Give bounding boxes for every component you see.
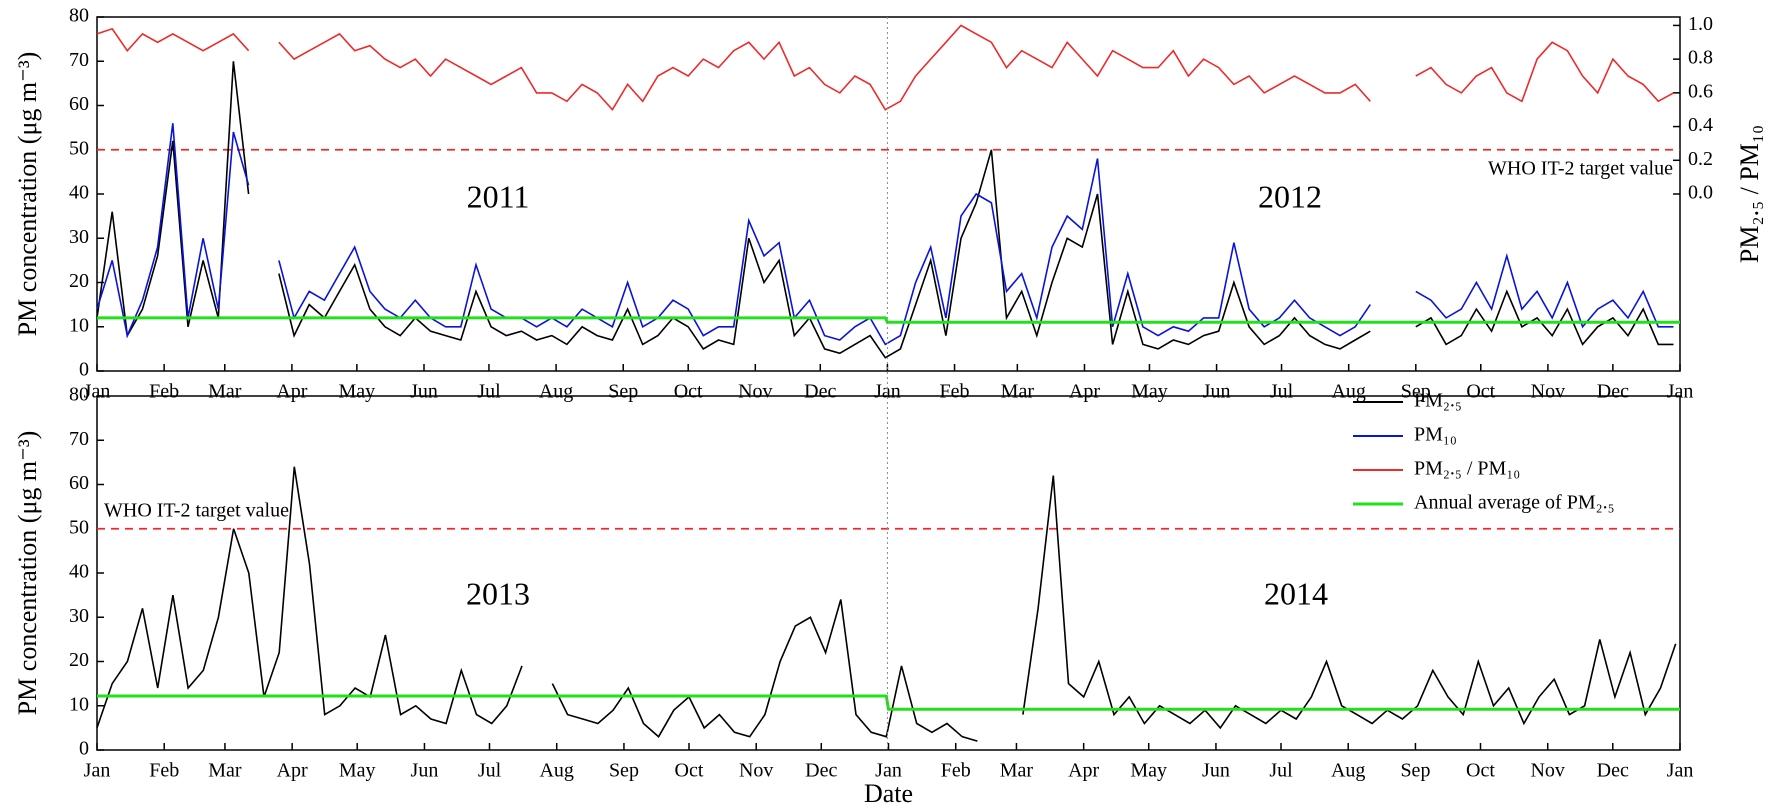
series-line [97,316,1680,324]
year-label: 2013 [466,575,530,611]
x-tick-label: Jan [1667,760,1694,782]
x-tick-label: Jan [84,760,111,782]
x-axis-label: Date [864,779,913,808]
x-tick-label: Nov [739,760,773,782]
x-tick-label: Feb [940,381,970,403]
y-tick-label: 0 [79,738,89,760]
legend-label: PM₂.₅ / PM₁₀ [1414,458,1520,480]
x-tick-label: May [339,760,376,782]
series-line [96,24,1674,112]
y-tick-label: 40 [69,182,89,204]
x-tick-label: Mar [1000,760,1034,782]
y-tick-label: 10 [69,693,89,715]
y-tick-label: 10 [69,314,89,336]
x-tick-label: Dec [1597,381,1629,403]
x-tick-label: Jul [1270,381,1294,403]
x-tick-label: Mar [208,760,242,782]
x-tick-label: Sep [609,760,639,782]
x-tick-label: Jan [84,381,111,403]
x-tick-label: Apr [277,760,308,782]
x-tick-label: Jul [478,760,502,782]
x-tick-label: Oct [675,760,704,782]
x-tick-label: Feb [941,760,971,782]
y2-tick-label: 1.0 [1688,13,1713,35]
x-tick-label: May [1131,381,1168,403]
x-tick-label: Apr [1069,381,1100,403]
x-tick-label: May [1130,760,1167,782]
series-line [97,694,1680,711]
x-tick-label: Aug [539,760,573,782]
x-tick-label: Aug [539,381,573,403]
legend-label: PM₂.₅ [1414,390,1462,412]
y-tick-label: 60 [69,93,89,115]
y-tick-label: 20 [69,649,89,671]
year-label: 2011 [467,178,530,214]
series-line [96,61,1674,359]
x-tick-label: Jun [1202,760,1230,782]
x-tick-label: Jul [1269,760,1293,782]
series-line [96,123,1674,346]
x-tick-label: Oct [674,381,703,403]
x-tick-label: Sep [1400,760,1430,782]
x-tick-label: Oct [1466,760,1495,782]
x-tick-label: Aug [1331,381,1365,403]
y-tick-label: 30 [69,605,89,627]
x-tick-label: Dec [804,381,836,403]
y-axis-label: PM concentration (μg m⁻³) [13,431,42,716]
y2-tick-label: 0.6 [1688,80,1713,102]
year-label: 2014 [1264,575,1328,611]
x-tick-label: Nov [1530,760,1564,782]
x-tick-label: Apr [276,381,307,403]
x-tick-label: Jun [410,381,438,403]
y2-tick-label: 0.4 [1688,114,1713,136]
reference-label: WHO IT-2 target value [1488,158,1673,180]
y-tick-label: 0 [79,359,89,381]
y-tick-label: 80 [69,384,89,406]
y-tick-label: 50 [69,516,89,538]
x-tick-label: Feb [149,760,179,782]
x-tick-label: Feb [149,381,179,403]
y-axis-label: PM concentration (μg m⁻³) [13,52,42,337]
x-tick-label: Dec [805,760,837,782]
y-tick-label: 70 [69,49,89,71]
x-tick-label: Jan [875,760,902,782]
x-tick-label: Jun [411,760,439,782]
y-tick-label: 40 [69,561,89,583]
x-tick-label: May [339,381,376,403]
legend-label: PM₁₀ [1414,424,1457,446]
x-tick-label: Nov [1531,381,1565,403]
y-tick-label: 70 [69,428,89,450]
x-tick-label: Aug [1331,760,1365,782]
year-label: 2012 [1258,178,1322,214]
y-tick-label: 50 [69,137,89,159]
x-tick-label: Mar [208,381,242,403]
y2-axis-label: PM₂.₅ / PM₁₀ [1735,125,1764,263]
y-tick-label: 20 [69,270,89,292]
y-tick-label: 80 [69,5,89,27]
y-tick-label: 30 [69,226,89,248]
reference-label: WHO IT-2 target value [104,500,289,522]
y2-tick-label: 0.0 [1688,182,1713,204]
x-tick-label: Sep [1401,381,1431,403]
x-tick-label: Dec [1597,760,1629,782]
x-tick-label: Jul [477,381,501,403]
x-tick-label: Jun [1203,381,1231,403]
y2-tick-label: 0.8 [1688,47,1713,69]
legend-label: Annual average of PM₂.₅ [1414,492,1615,514]
x-tick-label: Mar [1001,381,1035,403]
x-tick-label: Apr [1068,760,1099,782]
x-tick-label: Jan [1667,381,1694,403]
y-tick-label: 60 [69,472,89,494]
x-tick-label: Oct [1466,381,1495,403]
x-tick-label: Jan [874,381,901,403]
y2-tick-label: 0.2 [1688,148,1713,170]
x-tick-label: Sep [608,381,638,403]
x-tick-label: Nov [738,381,772,403]
